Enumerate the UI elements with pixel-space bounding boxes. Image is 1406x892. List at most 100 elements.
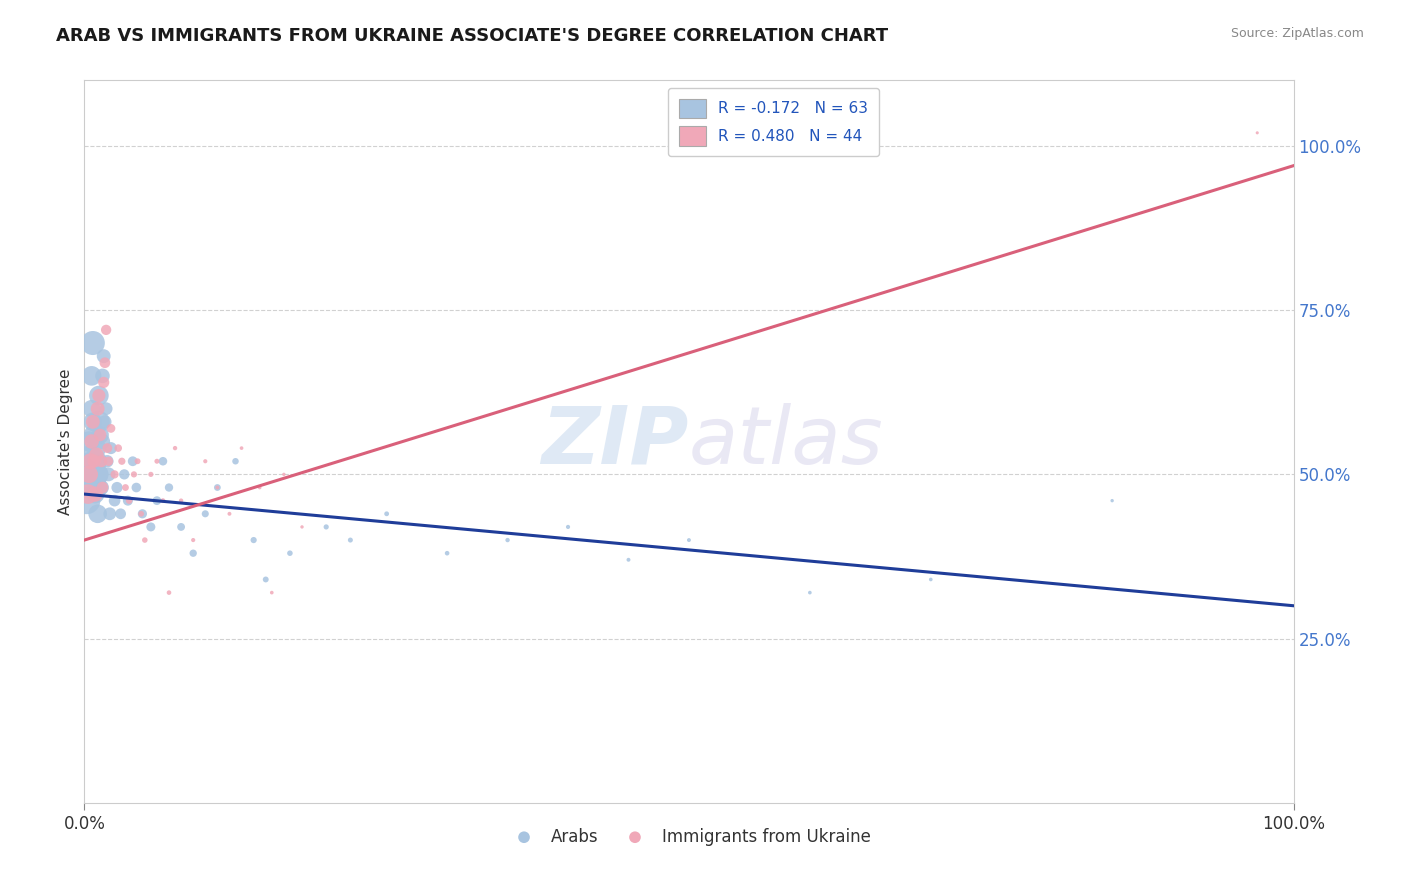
Point — [127, 454, 149, 468]
Point — [93, 376, 115, 390]
Point — [91, 368, 114, 383]
Point — [920, 573, 942, 587]
Point — [91, 481, 114, 495]
Point — [94, 415, 117, 429]
Text: Source: ZipAtlas.com: Source: ZipAtlas.com — [1230, 27, 1364, 40]
Point — [86, 481, 108, 495]
Point — [436, 546, 458, 560]
Point — [678, 533, 700, 547]
Point — [1246, 126, 1268, 140]
Point — [799, 585, 821, 599]
Point — [181, 533, 204, 547]
Point — [87, 388, 110, 402]
Point — [139, 467, 162, 482]
Point — [117, 493, 139, 508]
Point — [77, 434, 100, 449]
Point — [129, 507, 152, 521]
Point — [107, 441, 129, 455]
Point — [79, 481, 101, 495]
Point — [100, 421, 122, 435]
Point — [94, 323, 117, 337]
Point — [79, 454, 101, 468]
Point — [83, 467, 105, 482]
Point — [83, 428, 105, 442]
Point — [80, 434, 103, 449]
Point — [76, 493, 98, 508]
Legend: Arabs, Immigrants from Ukraine: Arabs, Immigrants from Ukraine — [501, 821, 877, 852]
Point — [86, 448, 108, 462]
Point — [242, 533, 264, 547]
Point — [249, 481, 271, 495]
Point — [194, 454, 217, 468]
Point — [93, 349, 115, 363]
Point — [89, 428, 111, 442]
Point — [291, 520, 314, 534]
Point — [114, 481, 136, 495]
Point — [278, 546, 301, 560]
Point — [104, 467, 127, 482]
Point — [87, 388, 110, 402]
Point — [77, 454, 100, 468]
Text: ARAB VS IMMIGRANTS FROM UKRAINE ASSOCIATE'S DEGREE CORRELATION CHART: ARAB VS IMMIGRANTS FROM UKRAINE ASSOCIAT… — [56, 27, 889, 45]
Point — [111, 454, 134, 468]
Point — [90, 454, 112, 468]
Point — [207, 481, 229, 495]
Point — [254, 573, 277, 587]
Point — [273, 467, 295, 482]
Point — [557, 520, 579, 534]
Point — [207, 481, 229, 495]
Point — [86, 507, 108, 521]
Point — [77, 467, 100, 482]
Point — [110, 507, 132, 521]
Point — [134, 533, 156, 547]
Point — [91, 434, 114, 449]
Point — [82, 415, 104, 429]
Y-axis label: Associate's Degree: Associate's Degree — [58, 368, 73, 515]
Point — [125, 481, 148, 495]
Point — [84, 487, 107, 501]
Point — [122, 467, 145, 482]
Point — [80, 401, 103, 416]
Point — [225, 454, 247, 468]
Point — [87, 415, 110, 429]
Point — [170, 493, 193, 508]
Point — [105, 481, 128, 495]
Point — [194, 507, 217, 521]
Point — [98, 507, 121, 521]
Point — [165, 441, 187, 455]
Point — [315, 520, 337, 534]
Point — [104, 493, 127, 508]
Point — [139, 520, 162, 534]
Point — [157, 585, 180, 599]
Point — [260, 585, 283, 599]
Point — [157, 481, 180, 495]
Point — [96, 454, 118, 468]
Point — [86, 441, 108, 455]
Point — [118, 493, 141, 508]
Point — [218, 507, 240, 521]
Text: ZIP: ZIP — [541, 402, 689, 481]
Point — [152, 454, 174, 468]
Point — [84, 454, 107, 468]
Point — [96, 441, 118, 455]
Point — [375, 507, 398, 521]
Point — [84, 487, 107, 501]
Point — [94, 356, 117, 370]
Point — [97, 454, 120, 468]
Point — [77, 487, 100, 501]
Point — [181, 546, 204, 560]
Point — [94, 401, 117, 416]
Point — [83, 454, 105, 468]
Point — [89, 467, 111, 482]
Point — [339, 533, 361, 547]
Point — [90, 481, 112, 495]
Point — [152, 493, 174, 508]
Point — [77, 467, 100, 482]
Point — [79, 448, 101, 462]
Point — [86, 401, 108, 416]
Point — [82, 336, 104, 351]
Point — [89, 428, 111, 442]
Point — [617, 553, 640, 567]
Point — [121, 454, 143, 468]
Point — [231, 441, 253, 455]
